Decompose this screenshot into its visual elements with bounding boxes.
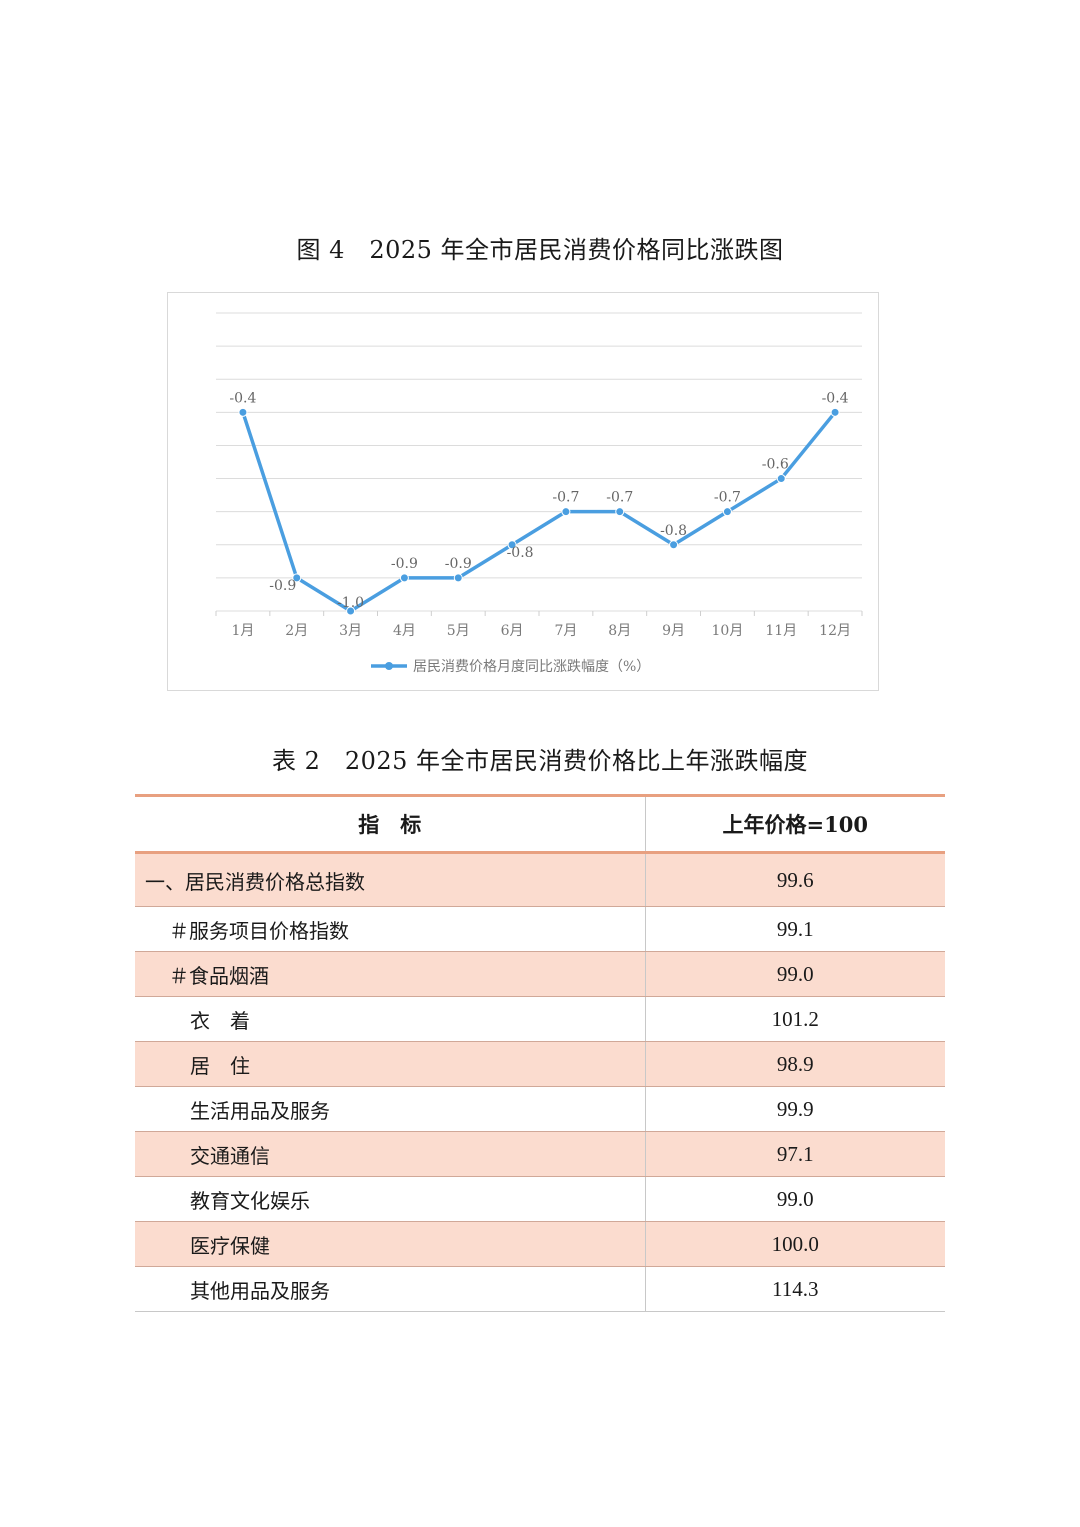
table-row: 居 住 98.9 (135, 1041, 945, 1087)
x-tick-label: 10月 (712, 623, 744, 639)
x-tick-label: 11月 (765, 623, 797, 639)
row-label: 一、居民消费价格总指数 (135, 852, 646, 907)
table-row: 交通通信 97.1 (135, 1131, 945, 1177)
x-tick-label: 12月 (819, 623, 851, 639)
x-tick-label: 8月 (608, 623, 631, 639)
row-value: 99.6 (645, 852, 945, 907)
row-value: 114.3 (645, 1266, 945, 1312)
table-row: 生活用品及服务 99.9 (135, 1086, 945, 1132)
data-point (830, 407, 840, 417)
legend-label: 居民消费价格月度同比涨跌幅度（%） (413, 659, 650, 675)
row-value: 97.1 (645, 1131, 945, 1177)
data-label: -0.7 (714, 490, 741, 506)
data-label: -0.8 (507, 545, 534, 561)
data-point (722, 507, 732, 517)
data-label: -0.9 (445, 556, 472, 572)
table-row: 医疗保健 100.0 (135, 1221, 945, 1267)
data-label: -0.8 (660, 523, 687, 539)
data-point (561, 507, 571, 517)
row-value: 99.0 (645, 951, 945, 997)
row-value: 101.2 (645, 996, 945, 1042)
data-point (346, 606, 356, 616)
data-point (615, 507, 625, 517)
data-label: -0.9 (391, 556, 418, 572)
table-row: 其他用品及服务 114.3 (135, 1266, 945, 1312)
data-point (669, 540, 679, 550)
legend-swatch-marker (385, 662, 393, 670)
row-value: 99.9 (645, 1086, 945, 1132)
row-value: 99.1 (645, 906, 945, 952)
x-tick-label: 2月 (285, 623, 308, 639)
x-tick-label: 5月 (447, 623, 470, 639)
row-label: 医疗保健 (135, 1221, 646, 1267)
x-tick-label: 3月 (339, 623, 362, 639)
table-row: 一、居民消费价格总指数 99.6 (135, 852, 945, 907)
table-row: ＃食品烟酒 99.0 (135, 951, 945, 997)
data-point (453, 573, 463, 583)
row-label: 交通通信 (135, 1131, 646, 1177)
row-value: 99.0 (645, 1176, 945, 1222)
x-tick-label: 9月 (662, 623, 685, 639)
row-label: 教育文化娱乐 (135, 1176, 646, 1222)
row-value: 98.9 (645, 1041, 945, 1087)
x-tick-label: 1月 (231, 623, 254, 639)
data-label: -1.0 (337, 595, 364, 611)
header-value: 上年价格=100 (645, 794, 945, 854)
data-label: -0.6 (762, 457, 789, 473)
row-label: 居 住 (135, 1041, 646, 1087)
table-row: 衣 着 101.2 (135, 996, 945, 1042)
data-point (399, 573, 409, 583)
series-line (241, 411, 837, 613)
data-label: -0.7 (606, 490, 633, 506)
table-row: 教育文化娱乐 99.0 (135, 1176, 945, 1222)
row-label: 其他用品及服务 (135, 1266, 646, 1312)
data-point (776, 474, 786, 484)
price-index-table: 指 标 上年价格=100 一、居民消费价格总指数 99.6 ＃服务项目价格指数 … (135, 794, 945, 1312)
x-tick-label: 7月 (554, 623, 577, 639)
row-label: 生活用品及服务 (135, 1086, 646, 1132)
header-indicator: 指 标 (135, 794, 646, 854)
table-row: ＃服务项目价格指数 99.1 (135, 906, 945, 952)
data-label: -0.4 (229, 390, 256, 406)
x-tick-label: 6月 (501, 623, 524, 639)
row-value: 100.0 (645, 1221, 945, 1267)
data-label: -0.9 (269, 578, 296, 594)
data-label: -0.7 (552, 490, 579, 506)
data-point (238, 407, 248, 417)
figure-title: 图 4 2025 年全市居民消费价格同比涨跌图 (296, 236, 784, 264)
data-label: -0.4 (822, 390, 849, 406)
x-tick-label: 4月 (393, 623, 416, 639)
table-title: 表 2 2025 年全市居民消费价格比上年涨跌幅度 (271, 747, 809, 775)
row-label: ＃食品烟酒 (135, 951, 646, 997)
table-header-row: 指 标 上年价格=100 (135, 794, 945, 854)
chart-svg: 1月 2月 3月 4月 5月 6月 7月 8月 9月 10月 11月 12月 -0.4 -0.9 -1.0 -… (215, 312, 863, 675)
row-label: 衣 着 (135, 996, 646, 1042)
row-label: ＃服务项目价格指数 (135, 906, 646, 952)
line-chart: 1月 2月 3月 4月 5月 6月 7月 8月 9月 10月 11月 12月 -0.4 -0.9 -1.0 -… (167, 292, 879, 691)
data-point (507, 540, 517, 550)
data-point (292, 573, 302, 583)
